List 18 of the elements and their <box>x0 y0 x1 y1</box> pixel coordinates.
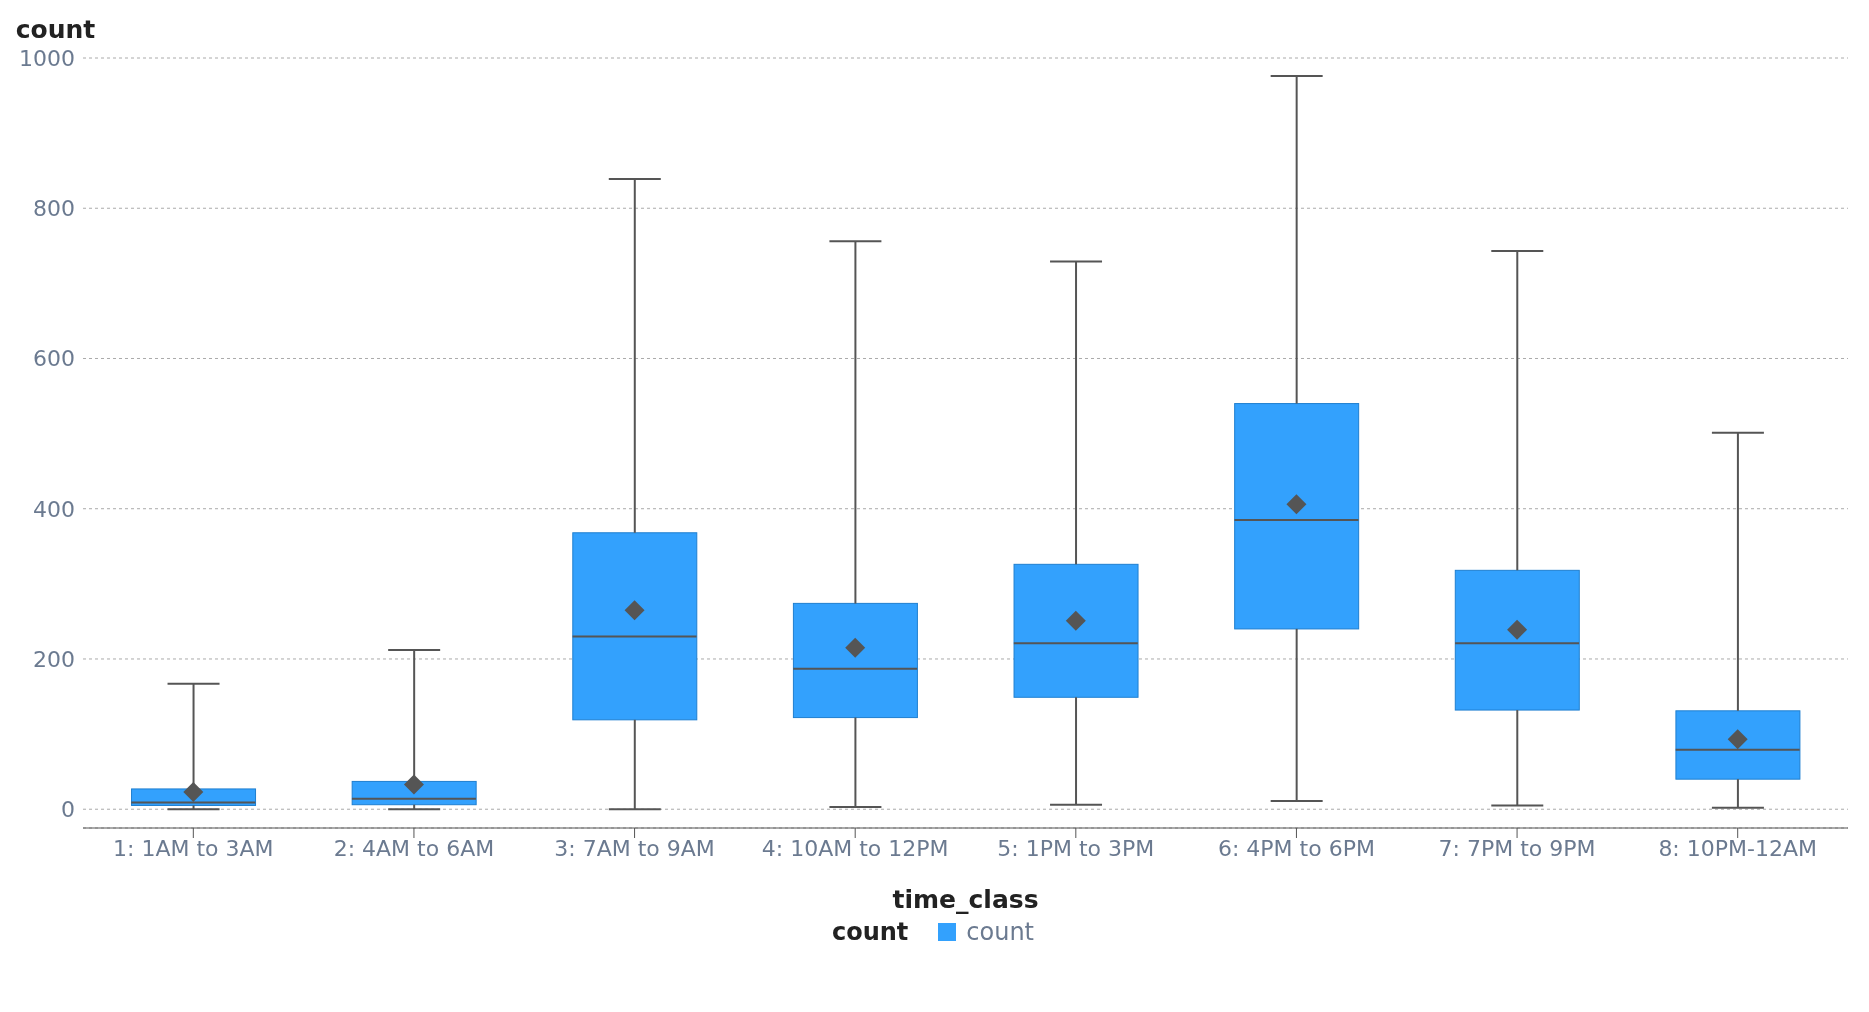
x-tick-label: 8: 10PM-12AM <box>1658 835 1817 861</box>
y-tick-label: 0 <box>61 797 75 823</box>
x-tick-label: 6: 4PM to 6PM <box>1217 835 1375 861</box>
x-tick-label: 2: 4AM to 6AM <box>333 835 495 861</box>
x-tick-label: 3: 7AM to 9AM <box>554 835 715 861</box>
y-tick-label: 800 <box>33 196 75 222</box>
x-tick-label: 4: 10AM to 12PM <box>761 835 949 861</box>
y-tick-label: 1000 <box>19 45 75 71</box>
x-axis-title: time_class <box>892 885 1039 914</box>
x-tick-label: 7: 7PM to 9PM <box>1438 835 1596 861</box>
legend-title: count <box>831 918 909 946</box>
y-axis-title: count <box>15 15 96 44</box>
y-tick-label: 200 <box>33 646 75 672</box>
y-tick-label: 600 <box>33 346 75 372</box>
legend-label: count <box>965 918 1035 946</box>
x-tick-label: 5: 1PM to 3PM <box>997 835 1155 861</box>
y-tick-label: 400 <box>33 496 75 522</box>
x-tick-label: 1: 1AM to 3AM <box>113 835 274 861</box>
